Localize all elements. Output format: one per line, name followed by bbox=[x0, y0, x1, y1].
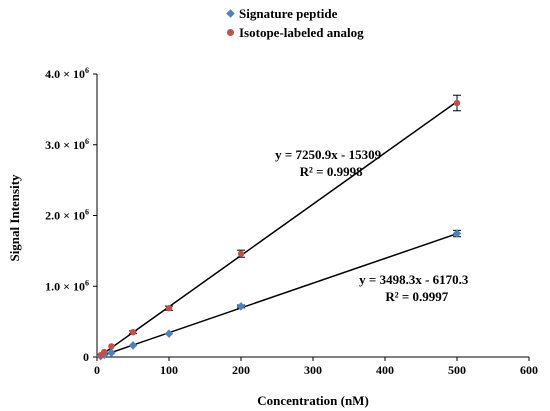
y-tick-label: 3.0 × 106 bbox=[45, 137, 89, 152]
diamond-marker-icon bbox=[226, 6, 235, 22]
x-tick-label: 0 bbox=[94, 363, 100, 377]
legend-item-signature-peptide: Signature peptide bbox=[226, 4, 364, 23]
equation-label: y = 7250.9x - 15309 bbox=[275, 147, 381, 162]
r-squared-label: R² = 0.9998 bbox=[300, 164, 363, 179]
x-tick-label: 500 bbox=[448, 363, 466, 377]
axes: 0 100 200 300 400 500 600 0 1.0 × 106 2.0 × 106 3.… bbox=[45, 66, 538, 377]
equation-label: y = 3498.3x - 6170.3 bbox=[359, 272, 469, 287]
fit-line bbox=[100, 232, 458, 357]
x-axis-label: Concentration (nM) bbox=[257, 393, 369, 408]
y-tick-label: 2.0 × 106 bbox=[45, 208, 89, 223]
x-tick-label: 200 bbox=[232, 363, 250, 377]
data-point bbox=[164, 329, 174, 338]
legend-label: Signature peptide bbox=[239, 5, 338, 21]
y-tick-label: 4.0 × 106 bbox=[45, 66, 89, 81]
legend: Signature peptide Isotope-labeled analog bbox=[226, 4, 364, 42]
y-tick-label: 1.0 × 106 bbox=[45, 278, 89, 293]
x-tick-label: 600 bbox=[520, 363, 538, 377]
x-tick-label: 100 bbox=[160, 363, 178, 377]
fit-lines bbox=[100, 100, 458, 357]
y-tick-label: 0 bbox=[83, 350, 89, 364]
legend-label: Isotope-labeled analog bbox=[239, 24, 364, 40]
data-point bbox=[129, 329, 137, 336]
data-point bbox=[165, 304, 173, 312]
data-point bbox=[128, 341, 138, 350]
x-tick-label: 300 bbox=[304, 363, 322, 377]
data-point bbox=[453, 99, 461, 107]
fit-line bbox=[100, 100, 458, 357]
y-axis-label: Signal Intensity bbox=[7, 174, 22, 262]
data-point bbox=[237, 250, 245, 257]
data-point bbox=[101, 348, 108, 356]
data-point bbox=[236, 302, 246, 311]
legend-item-isotope-labeled-analog: Isotope-labeled analog bbox=[226, 23, 364, 42]
annotations: y = 3498.3x - 6170.3 R² = 0.9997 y = 7250.… bbox=[275, 147, 469, 304]
data-point bbox=[452, 229, 462, 238]
x-tick-label: 400 bbox=[376, 363, 394, 377]
data-point bbox=[108, 343, 115, 350]
r-squared-label: R² = 0.9997 bbox=[385, 289, 448, 304]
data-point bbox=[107, 348, 116, 357]
data-points bbox=[96, 94, 462, 361]
circle-marker-icon bbox=[226, 25, 235, 41]
